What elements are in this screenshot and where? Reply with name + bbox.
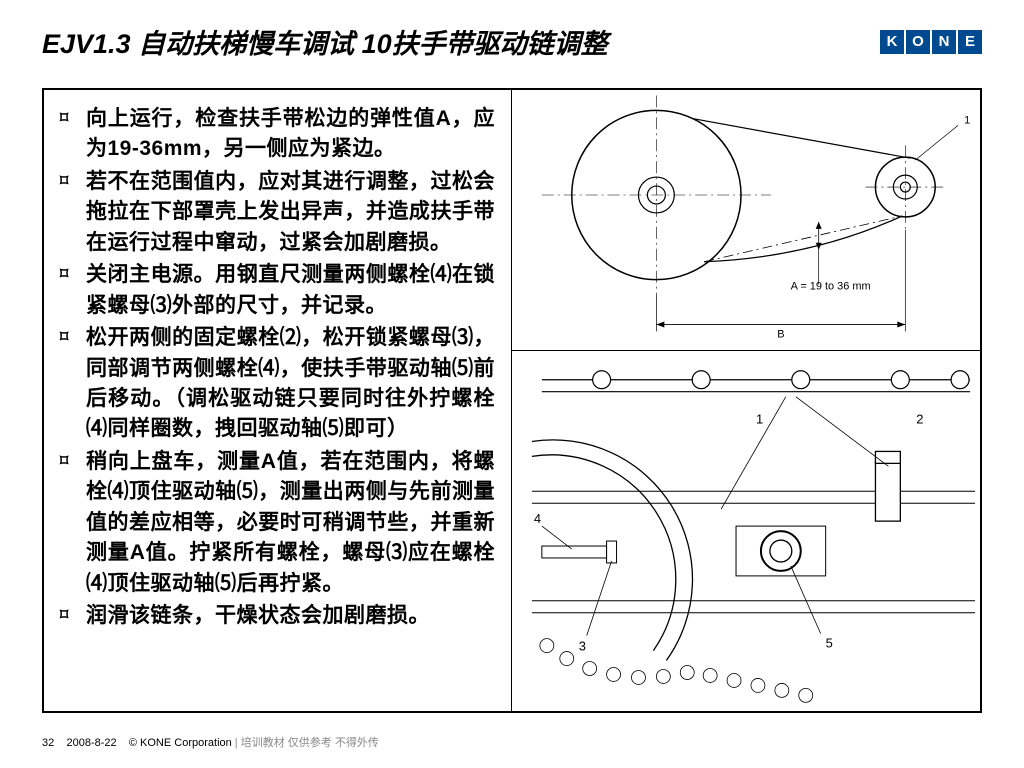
- footer: 32 2008-8-22 © KONE Corporation | 培训教材 仅…: [42, 734, 379, 750]
- logo-letter: O: [906, 30, 930, 54]
- list-item: ⌑ 关闭主电源。用钢直尺测量两侧螺栓⑷在锁紧螺母⑶外部的尺寸，并记录。: [60, 260, 495, 321]
- label-a: A = 19 to 36 mm: [791, 281, 871, 293]
- page-number: 32: [42, 737, 54, 749]
- list-item: ⌑ 松开两侧的固定螺栓⑵，松开锁紧螺母⑶，同部调节两侧螺栓⑷，使扶手带驱动轴⑸前…: [60, 323, 495, 445]
- bullet-icon: ⌑: [60, 323, 86, 445]
- figure-bottom: 1 2 3 4 5: [512, 351, 980, 711]
- content-frame: ⌑ 向上运行，检查扶手带松边的弹性值A，应为19-36mm，另一侧应为紧边。 ⌑…: [42, 88, 982, 713]
- bullet-text: 润滑该链条，干燥状态会加剧磨损。: [86, 601, 495, 631]
- page-title: EJV1.3 自动扶梯慢车调试 10扶手带驱动链调整: [42, 22, 608, 61]
- bullet-text: 向上运行，检查扶手带松边的弹性值A，应为19-36mm，另一侧应为紧边。: [86, 104, 495, 165]
- logo-letter: E: [958, 30, 982, 54]
- logo-letter: K: [880, 30, 904, 54]
- bullet-text: 关闭主电源。用钢直尺测量两侧螺栓⑷在锁紧螺母⑶外部的尺寸，并记录。: [86, 260, 495, 321]
- footer-date: 2008-8-22: [66, 737, 116, 749]
- bullet-text: 稍向上盘车，测量A值，若在范围内，将螺栓⑷顶住驱动轴⑸，测量出两侧与先前测量值的…: [86, 447, 495, 599]
- footer-note: | 培训教材 仅供参考 不得外传: [232, 737, 379, 749]
- callout: 4: [534, 511, 541, 526]
- list-item: ⌑ 向上运行，检查扶手带松边的弹性值A，应为19-36mm，另一侧应为紧边。: [60, 104, 495, 165]
- logo-letter: N: [932, 30, 956, 54]
- bullet-icon: ⌑: [60, 260, 86, 321]
- bullet-icon: ⌑: [60, 601, 86, 631]
- diagram-mechanism: 1 2 3 4 5: [512, 351, 980, 711]
- list-item: ⌑ 稍向上盘车，测量A值，若在范围内，将螺栓⑷顶住驱动轴⑸，测量出两侧与先前测量…: [60, 447, 495, 599]
- bullet-icon: ⌑: [60, 104, 86, 165]
- callout-1: 1: [964, 114, 970, 126]
- kone-logo: K O N E: [880, 30, 982, 54]
- list-item: ⌑ 润滑该链条，干燥状态会加剧磨损。: [60, 601, 495, 631]
- figure-column: A = 19 to 36 mm B 1: [512, 90, 980, 711]
- callout: 2: [916, 411, 923, 426]
- bullet-icon: ⌑: [60, 167, 86, 258]
- callout: 3: [579, 638, 586, 653]
- bullet-text: 松开两侧的固定螺栓⑵，松开锁紧螺母⑶，同部调节两侧螺栓⑷，使扶手带驱动轴⑸前后移…: [86, 323, 495, 445]
- figure-top: A = 19 to 36 mm B 1: [512, 90, 980, 351]
- callout: 1: [756, 411, 763, 426]
- bullet-text: 若不在范围值内，应对其进行调整，过松会拖拉在下部罩壳上发出异声，并造成扶手带在运…: [86, 167, 495, 258]
- label-b: B: [777, 328, 784, 340]
- list-item: ⌑ 若不在范围值内，应对其进行调整，过松会拖拉在下部罩壳上发出异声，并造成扶手带…: [60, 167, 495, 258]
- text-column: ⌑ 向上运行，检查扶手带松边的弹性值A，应为19-36mm，另一侧应为紧边。 ⌑…: [44, 90, 512, 711]
- callout: 5: [826, 635, 833, 650]
- header: EJV1.3 自动扶梯慢车调试 10扶手带驱动链调整 K O N E: [42, 22, 982, 61]
- bullet-icon: ⌑: [60, 447, 86, 599]
- footer-copyright: © KONE Corporation: [129, 737, 232, 749]
- diagram-chain-sag: A = 19 to 36 mm B 1: [512, 90, 980, 350]
